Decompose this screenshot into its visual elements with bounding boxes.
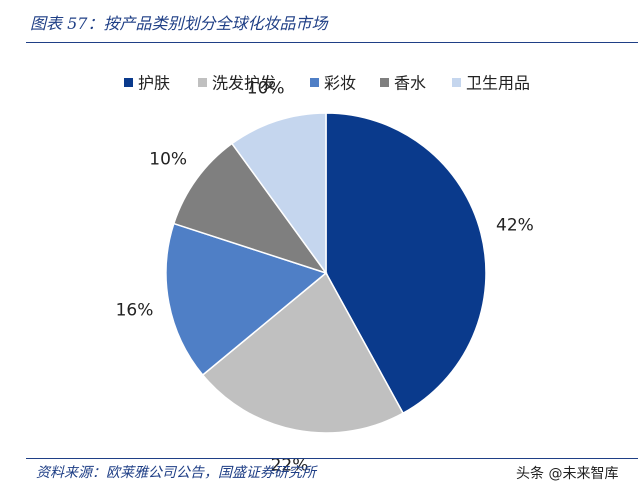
legend-swatch xyxy=(310,78,319,87)
pie-slice xyxy=(230,112,327,276)
pie-label: 22% xyxy=(271,456,309,476)
legend-label: 洗发护发 xyxy=(212,74,276,93)
legend-label: 彩妆 xyxy=(324,74,356,93)
legend-swatch xyxy=(124,78,133,87)
legend: 护肤 洗发护发 彩妆 香水 卫生用品 xyxy=(124,74,530,93)
legend-swatch xyxy=(198,78,207,87)
legend-label: 卫生用品 xyxy=(466,74,530,93)
legend-swatch xyxy=(380,78,389,87)
pie-slice xyxy=(201,271,405,434)
legend-label: 护肤 xyxy=(138,74,170,93)
title-divider xyxy=(26,42,638,43)
pie-label: 10% xyxy=(247,79,285,99)
legend-label: 香水 xyxy=(394,74,426,93)
source-note: 资料来源：欧莱雅公司公告，国盛证券研究所 xyxy=(36,465,316,481)
pie-labels: 42% 22% 16% 10% 10% xyxy=(116,79,534,476)
pie-slice xyxy=(165,222,328,377)
pie-label: 42% xyxy=(496,216,534,236)
legend-swatch xyxy=(452,78,461,87)
pie-label: 16% xyxy=(116,301,154,321)
source-divider xyxy=(26,458,638,459)
pie-slice xyxy=(172,142,328,275)
pie-label: 10% xyxy=(149,149,187,169)
watermark: 头条 @未来智库 xyxy=(516,466,619,482)
pie-slice xyxy=(325,112,487,415)
chart-title: 图表 57：按产品类别划分全球化妆品市场 xyxy=(30,14,328,33)
pie-slices xyxy=(165,112,487,434)
